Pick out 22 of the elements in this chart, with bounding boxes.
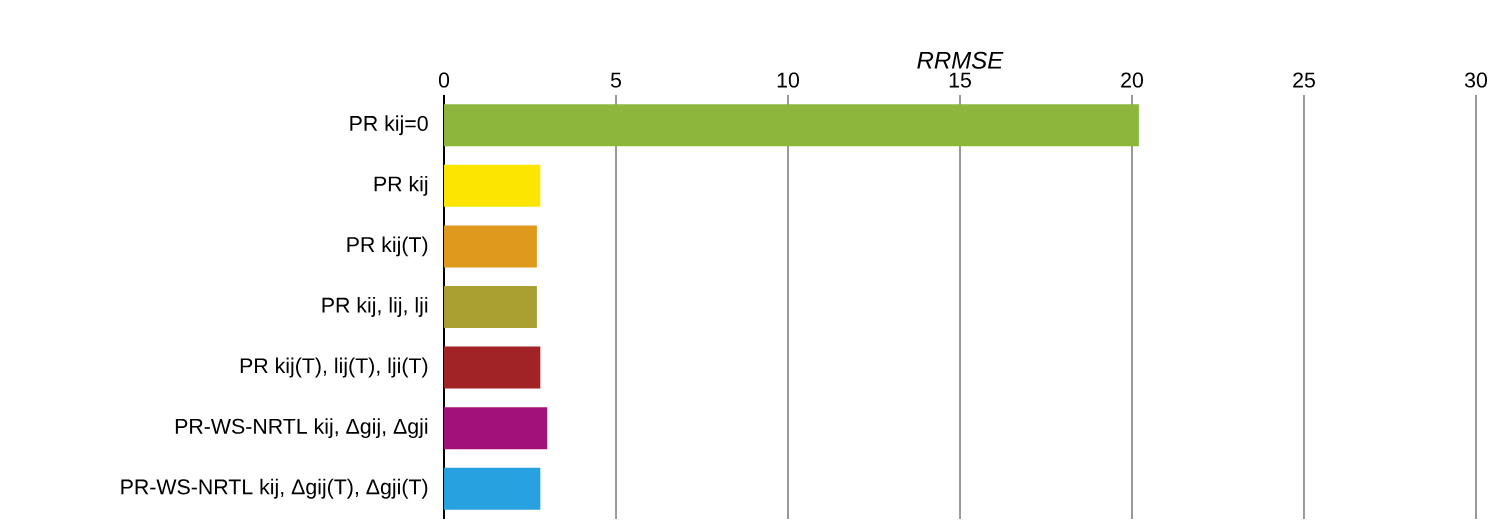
x-tick-label: 5 xyxy=(610,72,622,88)
bar xyxy=(444,104,1139,147)
bar xyxy=(444,346,541,389)
x-axis-title: RRMSE xyxy=(917,51,1004,69)
x-tick-label: 15 xyxy=(949,72,971,88)
y-tick-label: PR kij xyxy=(374,175,428,196)
x-tick-label: 30 xyxy=(1464,72,1488,88)
y-tick-label: PR-WS-NRTL kij, Δgij(T), Δgji(T) xyxy=(121,478,428,499)
y-tick-label: PR kij(T) xyxy=(347,236,428,257)
bar xyxy=(444,407,548,450)
x-tick-label: 10 xyxy=(777,72,800,88)
bar xyxy=(444,225,537,268)
y-tick-label: PR-WS-NRTL kij, Δgij, Δgji xyxy=(175,418,428,439)
bar xyxy=(444,164,541,207)
x-tick-label: 25 xyxy=(1293,72,1315,88)
y-tick-label: PR kij(T), lij(T), lji(T) xyxy=(240,357,428,378)
y-tick-label: PR kij=0 xyxy=(350,115,428,136)
y-tick-label: PR kij, lij, lji xyxy=(322,297,428,317)
bar xyxy=(444,467,541,510)
x-tick-label: 0 xyxy=(438,72,450,88)
x-tick-label: 20 xyxy=(1121,72,1144,88)
bar xyxy=(444,285,537,328)
